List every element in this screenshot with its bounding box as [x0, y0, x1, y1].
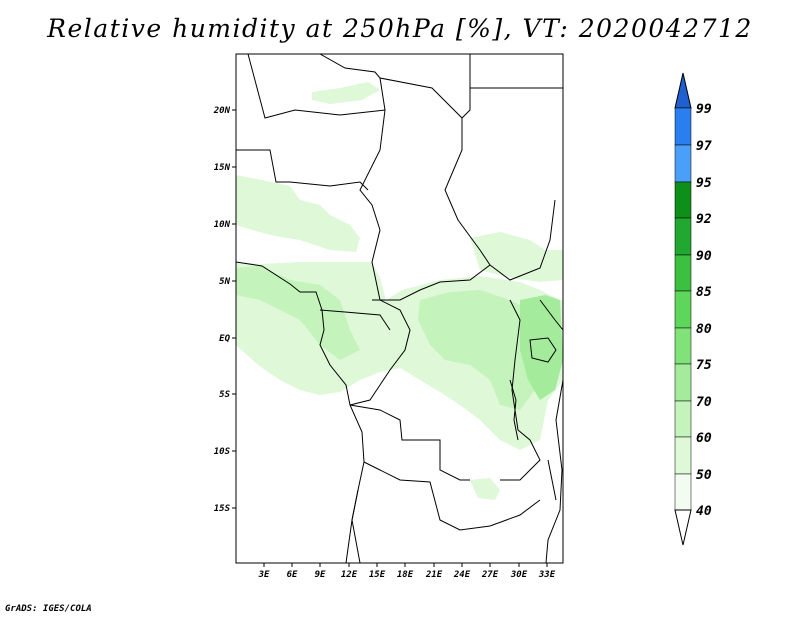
- colorbar-segment: [674, 400, 692, 438]
- y-axis: 20N 15N 10N 5N EQ 5S 10S 15S: [213, 106, 231, 514]
- x-tick-label: 24E: [453, 570, 471, 580]
- colorbar-label: 99: [696, 102, 712, 117]
- chart-title: Relative humidity at 250hPa [%], VT: 202…: [47, 14, 753, 43]
- y-tick-label: 15S: [214, 504, 231, 514]
- humidity-area-central-africa: [470, 232, 563, 282]
- colorbar-segment: [674, 363, 692, 402]
- y-tick-label: 10N: [214, 220, 231, 230]
- colorbar-segment: [674, 107, 692, 146]
- colorbar-segment: [674, 473, 692, 511]
- border-car-south: [349, 299, 411, 406]
- colorbar-label: 97: [696, 139, 712, 154]
- x-tick-label: 15E: [369, 570, 386, 580]
- border-angola-south: [363, 461, 541, 531]
- y-tick-label: 5N: [219, 277, 230, 287]
- border-sudan: [461, 54, 471, 119]
- border-chad: [372, 77, 491, 301]
- colorbar-label: 75: [696, 358, 712, 373]
- border-drc-east: [500, 299, 541, 481]
- colorbar-bottom-arrow: [674, 509, 692, 546]
- country-borders: [236, 54, 563, 563]
- x-tick-label: 3E: [258, 570, 270, 580]
- colorbar-segment: [674, 436, 692, 475]
- colorbar-segment: [674, 254, 692, 292]
- colorbar-segment: [674, 327, 692, 365]
- border-gabon: [319, 309, 391, 331]
- colorbar-label: 90: [696, 249, 712, 264]
- y-tick-label: 20N: [213, 106, 231, 116]
- border-north: [319, 54, 386, 301]
- grads-credit: GrADS: IGES/COLA: [5, 604, 92, 614]
- humidity-area-gulf: [236, 266, 360, 360]
- y-tick-label: 5S: [219, 390, 230, 400]
- colorbar-top-arrow: [674, 72, 692, 109]
- border-namibia: [351, 489, 361, 563]
- map-frame: [235, 53, 564, 564]
- x-tick-label: 9E: [315, 570, 326, 580]
- coastline-east: [545, 379, 563, 563]
- colorbar-label: 40: [696, 504, 712, 519]
- border-lake-victoria: [529, 337, 557, 363]
- x-tick-marks: [263, 563, 548, 567]
- border-mid-north: [247, 54, 386, 119]
- humidity-area-sahara-patch: [312, 82, 380, 104]
- colorbar-label: 70: [696, 395, 712, 410]
- coastline: [236, 261, 365, 563]
- colorbar-label: 92: [696, 212, 712, 227]
- humidity-area-east-lakes: [520, 295, 563, 400]
- y-tick-label: 10S: [214, 447, 231, 457]
- border-kenya: [539, 299, 563, 331]
- border-sudan-east: [489, 199, 556, 281]
- colorbar: 99 97 95 92 90 85 80 75 70 60 50 40: [674, 72, 712, 546]
- x-tick-label: 12E: [341, 570, 358, 580]
- colorbar-segment: [674, 217, 692, 256]
- border-west-nigeria: [236, 149, 369, 191]
- colorbar-segment: [674, 181, 692, 219]
- x-tick-label: 33E: [538, 570, 556, 580]
- colorbar-segment: [674, 144, 692, 183]
- border-angola: [349, 404, 470, 481]
- colorbar-label: 80: [696, 322, 712, 337]
- colorbar-segment: [674, 290, 692, 329]
- colorbar-label: 60: [696, 431, 712, 446]
- humidity-area-south-patch: [470, 478, 500, 500]
- x-tick-label: 27E: [481, 570, 499, 580]
- x-tick-label: 18E: [397, 570, 414, 580]
- colorbar-label: 85: [696, 285, 712, 300]
- x-axis: 3E 6E 9E 12E 15E 18E 21E 24E 27E 30E 33E: [258, 570, 556, 580]
- border-lake-tanganyika: [509, 379, 519, 441]
- border-lake-malawi: [547, 459, 557, 501]
- y-tick-label: 15N: [214, 163, 231, 173]
- x-tick-label: 6E: [287, 570, 298, 580]
- colorbar-label: 95: [696, 176, 712, 191]
- humidity-area-north-coast: [236, 175, 360, 252]
- y-tick-label: EQ: [219, 334, 230, 344]
- humidity-shading: [236, 82, 563, 500]
- colorbar-label: 50: [696, 468, 712, 483]
- y-tick-marks: [232, 109, 236, 509]
- x-tick-label: 30E: [510, 570, 528, 580]
- x-tick-label: 21E: [425, 570, 443, 580]
